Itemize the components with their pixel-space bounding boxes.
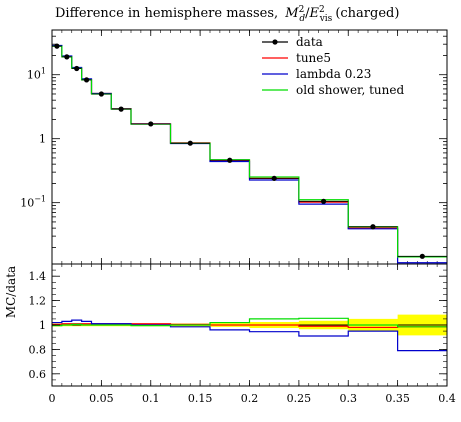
series-line-old-shower-tuned <box>52 45 447 258</box>
ratio-y-axis-label: MC/data <box>4 266 18 318</box>
main-y-tick-label: 10−1 <box>20 195 46 210</box>
data-point <box>54 43 60 49</box>
data-point <box>419 253 425 259</box>
legend-label-data: data <box>296 35 323 49</box>
data-point <box>74 65 80 72</box>
data-point <box>148 121 154 127</box>
data-point <box>320 198 327 204</box>
ratio-y-tick-label: 0.6 <box>29 368 47 381</box>
x-tick-label: 0.4 <box>438 392 456 405</box>
x-tick-label: 0.05 <box>89 392 114 405</box>
data-point <box>271 175 277 181</box>
x-tick-label: 0.2 <box>241 392 259 405</box>
ratio-y-tick-label: 0.8 <box>29 343 47 356</box>
ratio-y-tick-label: 1.4 <box>29 270 47 283</box>
data-point <box>118 106 124 112</box>
data-point <box>64 54 70 60</box>
legend: data tune5 lambda 0.23 old shower, tuned <box>262 35 404 97</box>
ratio-line-tune5 <box>52 323 447 329</box>
x-tick-label: 0.25 <box>287 392 312 405</box>
ratio-y-tick-label: 1.2 <box>29 295 47 308</box>
data-point <box>98 91 104 97</box>
ratio-frame <box>51 263 448 387</box>
data-point <box>370 224 376 230</box>
main-y-tick-label: 1 <box>39 133 46 146</box>
ratio-panel: 0.6 0.8 1 1.2 1.4 0 0.05 0.1 0.15 0.2 0.25 0.3 0.35 0… <box>29 263 456 405</box>
x-tick-label: 0 <box>49 392 56 405</box>
x-tick-label: 0.3 <box>340 392 358 405</box>
series-line-tune5 <box>52 45 447 258</box>
ratio-line-old-shower-tuned <box>52 317 447 328</box>
series-line-lambda-0-23 <box>52 44 447 264</box>
legend-marker-data <box>272 39 278 45</box>
main-y-tick-label: 101 <box>27 67 46 82</box>
x-tick-label: 0.1 <box>142 392 160 405</box>
data-point <box>83 77 90 83</box>
legend-label-lambda-0-23: lambda 0.23 <box>296 67 371 81</box>
ratio-y-tick-label: 1 <box>39 319 46 332</box>
chart-title: Difference in hemisphere masses, M2 d/E2 v… <box>55 5 399 24</box>
data-point <box>187 140 193 146</box>
legend-label-tune5: tune5 <box>296 51 331 65</box>
data-point <box>227 157 233 163</box>
legend-label-old-shower-tuned: old shower, tuned <box>296 83 404 97</box>
x-tick-label: 0.35 <box>385 392 410 405</box>
main-panel: 101 1 10−1 <box>20 29 448 265</box>
x-tick-label: 0.15 <box>188 392 213 405</box>
